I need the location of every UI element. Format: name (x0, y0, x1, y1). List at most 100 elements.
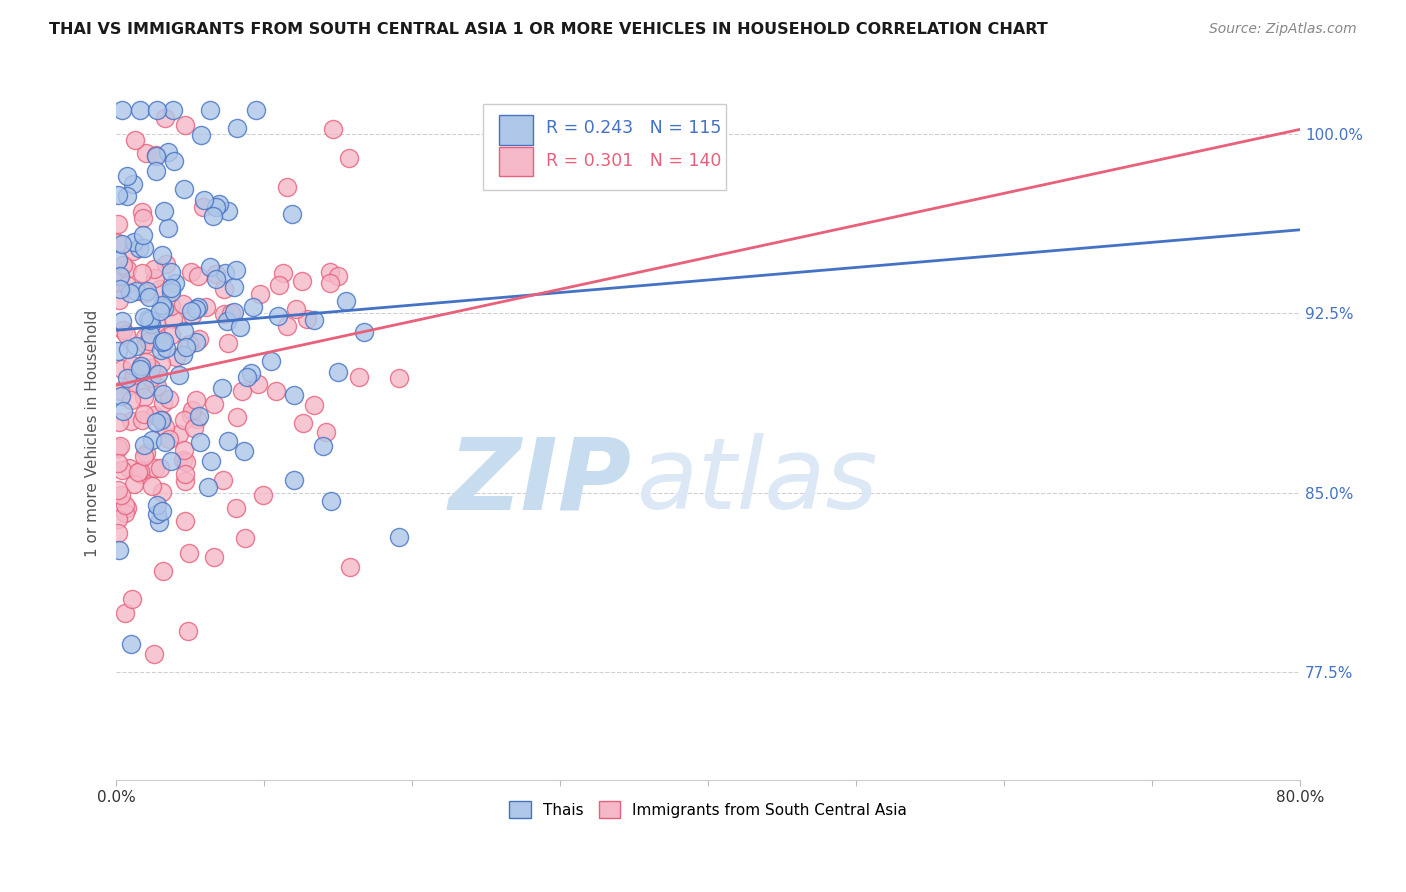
Point (145, 316, 167, 330)
Point (150, 298, 173, 312)
Point (132, 407, 155, 421)
Point (225, 409, 247, 424)
Point (160, 281, 183, 295)
Point (141, 433, 163, 447)
Point (107, 525, 129, 540)
Point (122, 244, 145, 259)
Point (200, 260, 222, 274)
Point (129, 362, 152, 376)
FancyBboxPatch shape (499, 146, 533, 176)
Point (108, 293, 131, 307)
Point (149, 282, 172, 296)
Point (132, 390, 155, 404)
Point (125, 284, 148, 298)
Point (231, 384, 253, 399)
Point (135, 446, 157, 460)
Point (322, 122, 344, 136)
Point (118, 286, 141, 301)
Point (155, 434, 177, 449)
Point (146, 379, 169, 393)
Point (184, 335, 207, 350)
Point (280, 207, 302, 221)
Point (143, 261, 166, 276)
Point (129, 103, 152, 118)
Point (239, 366, 262, 380)
Point (115, 371, 138, 385)
Point (128, 378, 150, 392)
Point (167, 427, 190, 442)
Point (111, 258, 134, 272)
Point (173, 324, 195, 338)
Point (187, 300, 209, 314)
Point (135, 336, 157, 351)
Point (229, 320, 252, 334)
Point (129, 463, 152, 477)
Point (150, 334, 173, 349)
Y-axis label: 1 or more Vehicles in Household: 1 or more Vehicles in Household (86, 310, 100, 557)
Point (233, 531, 256, 545)
Point (156, 145, 179, 160)
Point (149, 413, 172, 427)
Point (326, 365, 349, 379)
Point (132, 310, 155, 324)
Point (134, 438, 156, 452)
Point (107, 253, 129, 268)
Point (246, 376, 269, 391)
Text: Source: ZipAtlas.com: Source: ZipAtlas.com (1209, 22, 1357, 37)
Point (212, 473, 235, 487)
Point (107, 235, 129, 250)
Point (149, 343, 172, 357)
Point (110, 282, 132, 296)
Point (148, 515, 170, 529)
Point (111, 323, 134, 337)
Point (132, 241, 155, 255)
Point (108, 542, 131, 557)
Point (139, 317, 162, 331)
Point (217, 335, 239, 350)
Point (153, 203, 176, 218)
Point (122, 177, 145, 191)
Point (267, 310, 290, 324)
Point (388, 530, 411, 544)
Point (208, 197, 231, 211)
Point (179, 546, 201, 560)
Point (186, 412, 208, 426)
Point (215, 314, 238, 328)
Point (184, 392, 207, 407)
Point (177, 336, 200, 351)
Point (156, 220, 179, 235)
Point (153, 420, 176, 434)
Point (195, 300, 218, 314)
Point (138, 312, 160, 326)
Point (134, 449, 156, 463)
Point (335, 293, 357, 308)
Point (172, 453, 194, 467)
Point (138, 289, 160, 303)
Point (266, 384, 288, 399)
Point (304, 313, 326, 327)
Point (172, 348, 194, 362)
Point (135, 355, 157, 369)
Point (163, 154, 186, 169)
Point (160, 265, 183, 279)
Point (187, 268, 209, 283)
Point (117, 342, 139, 356)
Point (349, 370, 371, 384)
Point (124, 133, 146, 147)
Point (157, 432, 180, 446)
Point (225, 263, 247, 277)
Point (202, 550, 225, 565)
Point (152, 386, 174, 401)
Point (120, 393, 142, 408)
Point (249, 287, 271, 301)
Point (252, 488, 274, 502)
Point (107, 512, 129, 526)
Point (198, 103, 221, 118)
Point (145, 416, 167, 430)
Point (180, 408, 202, 422)
Point (177, 624, 200, 639)
Point (111, 362, 134, 376)
Point (150, 504, 173, 518)
Point (111, 103, 134, 118)
Point (200, 454, 222, 468)
